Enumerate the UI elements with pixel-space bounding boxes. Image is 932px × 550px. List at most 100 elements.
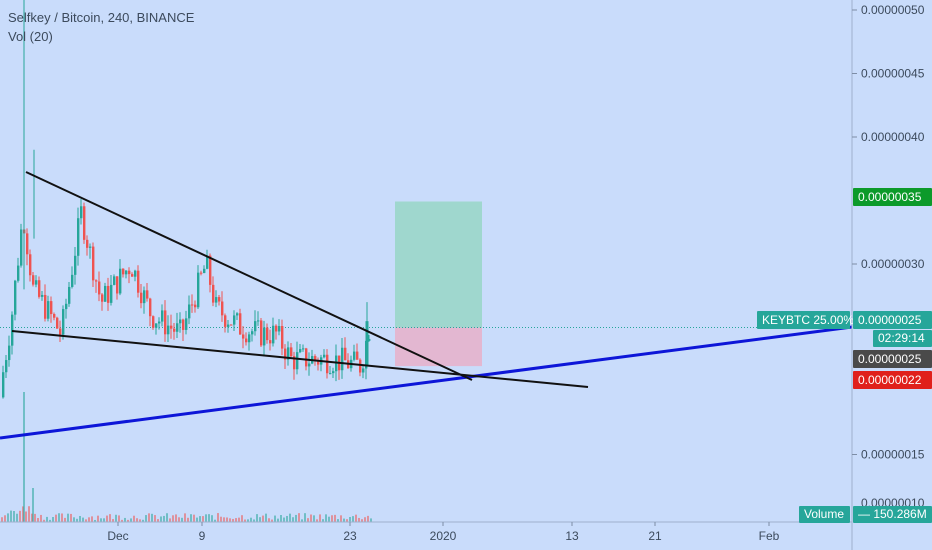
volume-bar: [328, 516, 330, 522]
candle-body: [101, 294, 104, 302]
volume-bar: [61, 513, 63, 522]
candle-body: [191, 304, 194, 306]
volume-bar: [10, 510, 12, 522]
volume-bar: [199, 516, 201, 522]
symbol-title[interactable]: Selfkey / Bitcoin, 240, BINANCE: [8, 10, 195, 25]
candle-body: [20, 229, 23, 266]
candle-body: [332, 371, 335, 374]
volume-bar: [349, 516, 351, 522]
volume-bar: [190, 514, 192, 522]
volume-bar: [307, 518, 309, 522]
volume-bar: [178, 517, 180, 522]
candle-body: [272, 325, 275, 344]
candle-body: [308, 363, 311, 367]
volume-bar: [367, 515, 369, 522]
candle-body: [149, 298, 152, 317]
candle-body: [131, 274, 134, 277]
candle-body: [83, 206, 86, 240]
candle-body: [221, 301, 224, 316]
volume-bar: [187, 517, 189, 522]
volume-bar: [292, 517, 294, 522]
candle-body: [314, 356, 317, 361]
candle-body: [119, 268, 122, 294]
price-tick-label: 0.00000045: [861, 67, 925, 81]
volume-indicator-label[interactable]: Vol (20): [8, 29, 53, 44]
volume-bar: [88, 517, 90, 522]
volume-bar: [40, 514, 42, 522]
volume-bar: [229, 518, 231, 522]
volume-bar: [127, 519, 129, 522]
candle-body: [368, 338, 371, 341]
volume-bar: [160, 516, 162, 522]
candle-body: [77, 218, 80, 256]
volume-bar: [241, 515, 243, 522]
volume-bar: [301, 519, 303, 522]
volume-bar: [217, 513, 219, 522]
volume-bar: [271, 519, 273, 522]
candle-body: [197, 272, 200, 308]
candle-body: [194, 304, 197, 308]
volume-value-tag-bg: [853, 506, 932, 523]
candle-body: [17, 265, 20, 281]
candle-body: [56, 317, 59, 329]
volume-bar: [223, 517, 225, 522]
candle-body: [26, 233, 29, 255]
candle-body: [35, 280, 38, 285]
candle-body: [182, 319, 185, 330]
volume-bar: [124, 517, 126, 522]
candle-body: [263, 327, 266, 346]
volume-bar: [322, 519, 324, 522]
volume-bar: [58, 513, 60, 522]
volume-bar: [118, 515, 120, 522]
volume-bar: [34, 513, 36, 522]
candle-body: [68, 286, 71, 304]
stop-price-tag-bg: [853, 371, 932, 389]
volume-bar: [16, 513, 18, 522]
candle-body: [152, 316, 155, 328]
time-tick-label: Feb: [759, 529, 780, 543]
candle-body: [302, 348, 305, 350]
volume-bar: [247, 519, 249, 522]
candle-body: [254, 321, 257, 332]
candle-body: [107, 285, 110, 303]
volume-bar: [355, 514, 357, 522]
candle-body: [215, 297, 218, 303]
candle-body: [242, 334, 245, 339]
volume-bar: [253, 519, 255, 522]
candle-body: [98, 281, 101, 295]
volume-bar: [121, 519, 123, 522]
candle-body: [185, 318, 188, 330]
volume-bar: [25, 511, 27, 522]
volume-bar: [85, 519, 87, 522]
candle-body: [293, 356, 296, 370]
volume-bar: [259, 517, 261, 522]
volume-bar: [319, 514, 321, 522]
volume-bar: [250, 517, 252, 522]
candle-body: [212, 284, 215, 303]
volume-bar: [97, 515, 99, 522]
symbol-change-tag-bg: [757, 311, 850, 329]
volume-bar: [32, 488, 34, 522]
volume-bar: [73, 517, 75, 522]
volume-bar: [244, 519, 246, 522]
candle-body: [137, 270, 140, 293]
candle-body: [233, 315, 236, 325]
volume-bar: [361, 519, 363, 522]
candle-body: [146, 290, 149, 299]
volume-bar: [325, 514, 327, 522]
volume-bar: [94, 519, 96, 522]
candle-body: [50, 301, 53, 315]
volume-bar: [193, 514, 195, 522]
volume-bar: [115, 514, 117, 522]
volume-bar: [133, 515, 135, 522]
target-zone: [395, 201, 482, 328]
candle-body: [140, 292, 143, 304]
volume-bar: [277, 518, 279, 522]
price-tick-label: 0.00000050: [861, 3, 925, 17]
candle-body: [362, 368, 365, 373]
countdown-tag-bg: [873, 330, 932, 347]
stop-zone: [395, 327, 482, 367]
candle-body: [155, 323, 158, 328]
